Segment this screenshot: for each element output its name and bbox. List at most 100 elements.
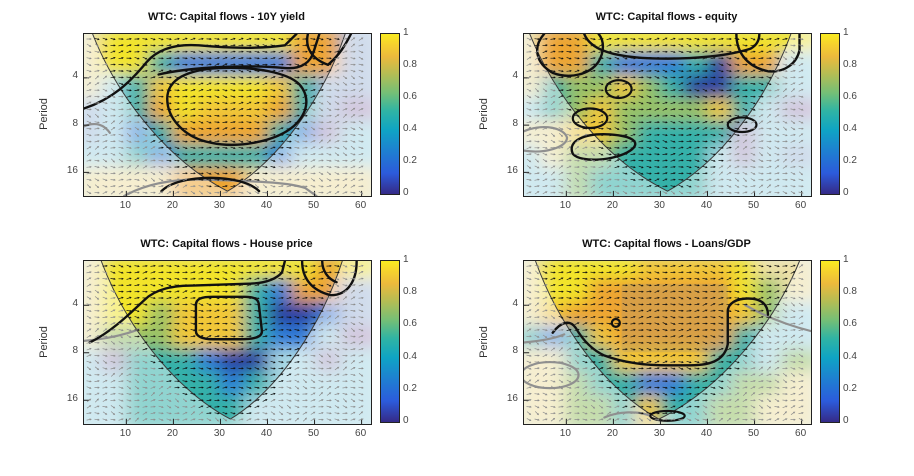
- x-tick-label: 50: [747, 428, 760, 439]
- colorbar-tick-label: 0.8: [843, 59, 857, 70]
- y-tick-label: 16: [66, 164, 78, 176]
- arrows-inside-coi: [542, 264, 796, 415]
- x-tick-label: 10: [559, 200, 571, 211]
- x-tick-label: 50: [307, 428, 320, 439]
- colorbar-tick-label: 0.2: [403, 382, 417, 394]
- axis-tick-marks: [524, 78, 802, 196]
- phase-arrow-field: [86, 37, 364, 195]
- axis-tick-marks: [84, 305, 362, 424]
- significance-contour: [584, 34, 759, 59]
- colorbar-tick-label: 0.4: [843, 350, 857, 362]
- heatmap-plot: [523, 260, 812, 425]
- x-tick-label: 30: [653, 200, 665, 211]
- gray-contour: [524, 334, 564, 342]
- x-tick-label: 10: [559, 428, 571, 439]
- y-tick-label: 8: [512, 117, 518, 129]
- x-tick-label: 60: [355, 200, 367, 211]
- colorbar-tick-label: 0.4: [843, 123, 857, 134]
- gray-contour: [84, 329, 139, 340]
- coi-boundary: [535, 261, 799, 419]
- heat-field: [524, 261, 811, 424]
- x-tick-label: 60: [795, 200, 807, 211]
- coherence-heatmap: [524, 34, 811, 196]
- colorbar: [820, 33, 840, 195]
- x-tick-label: 30: [213, 428, 225, 439]
- significance-contour: [572, 134, 636, 160]
- y-axis-label: Period: [478, 98, 490, 130]
- x-tick-label: 60: [355, 428, 367, 439]
- y-tick-label: 4: [72, 297, 78, 309]
- heat-field: [84, 261, 371, 424]
- colorbar-tick-label: 0.8: [403, 286, 417, 298]
- phase-arrow-field: [86, 264, 364, 422]
- outside-coi-wash: [524, 34, 811, 196]
- significance-contour-ellipse: [612, 319, 620, 327]
- colorbar: [380, 260, 400, 423]
- colorbar-tick-label: 0.4: [403, 350, 417, 362]
- colorbar-tick-label: 0.8: [843, 286, 857, 298]
- x-tick-label: 40: [260, 200, 273, 211]
- x-tick-label: 40: [260, 428, 273, 439]
- panel-title: WTC: Capital flows - 10Y yield: [148, 11, 305, 23]
- heatmap-plot: [83, 260, 372, 425]
- coi-boundary: [530, 34, 791, 191]
- significance-contour: [161, 178, 259, 191]
- x-tick-label: 50: [307, 200, 320, 211]
- colorbar-tick-label: 0.8: [403, 59, 417, 70]
- panel-title: WTC: Capital flows - equity: [595, 11, 738, 23]
- gray-contour-ellipse: [524, 362, 579, 388]
- coi-boundary: [93, 34, 346, 191]
- arrows-outside-coi: [526, 264, 804, 422]
- outside-coi-wash: [524, 261, 811, 424]
- significance-contour: [322, 261, 336, 282]
- x-tick-label: 30: [653, 428, 665, 439]
- y-tick-label: 16: [506, 164, 518, 176]
- significance-contour: [736, 34, 799, 71]
- significance-contour: [90, 261, 285, 343]
- colorbar-tick-label: 1: [843, 27, 849, 38]
- colorbar-tick-label: 0.6: [843, 318, 857, 330]
- x-tick-label: 10: [119, 200, 131, 211]
- y-tick-label: 4: [512, 70, 518, 82]
- colorbar-tick-label: 0.2: [403, 155, 417, 166]
- x-tick-label: 10: [119, 428, 131, 439]
- colorbar-tick-label: 0.6: [403, 91, 417, 102]
- significance-contour-ellipse: [728, 117, 757, 132]
- significance-contour: [302, 261, 357, 295]
- y-tick-label: 8: [72, 345, 78, 357]
- significance-contour-ellipse: [606, 80, 632, 98]
- x-tick-label: 60: [795, 428, 807, 439]
- y-tick-label: 16: [506, 392, 518, 404]
- significance-contour: [328, 34, 351, 65]
- y-tick-label: 4: [512, 297, 518, 309]
- colorbar-tick-label: 0.2: [843, 155, 857, 166]
- y-tick-label: 8: [512, 345, 518, 357]
- heat-field: [524, 34, 811, 196]
- gray-contour: [745, 305, 811, 331]
- shaded-overlay: [621, 283, 728, 353]
- heatmap-plot: [523, 33, 812, 197]
- colorbar-tick-label: 1: [403, 27, 409, 38]
- x-tick-label: 40: [700, 428, 713, 439]
- arrows-outside-coi: [526, 37, 804, 195]
- significance-contour: [537, 34, 603, 76]
- coherence-heatmap: [84, 261, 371, 424]
- heat-field: [84, 34, 371, 196]
- phase-arrow-field: [526, 264, 804, 422]
- y-tick-label: 8: [72, 117, 78, 129]
- significance-contour: [84, 34, 296, 109]
- coi-boundary: [101, 261, 342, 419]
- significance-contour-ellipse: [650, 411, 684, 421]
- significance-contour: [553, 298, 768, 365]
- gray-contour: [124, 179, 316, 196]
- significance-contour: [196, 297, 262, 339]
- arrows-inside-coi: [102, 264, 340, 415]
- colorbar-tick-label: 0: [843, 187, 849, 198]
- y-axis-label: Period: [38, 98, 50, 130]
- colorbar: [820, 260, 840, 423]
- significance-contour-ellipse: [573, 109, 607, 128]
- colorbar-tick-label: 0: [403, 415, 409, 426]
- colorbar-tick-label: 1: [403, 254, 409, 265]
